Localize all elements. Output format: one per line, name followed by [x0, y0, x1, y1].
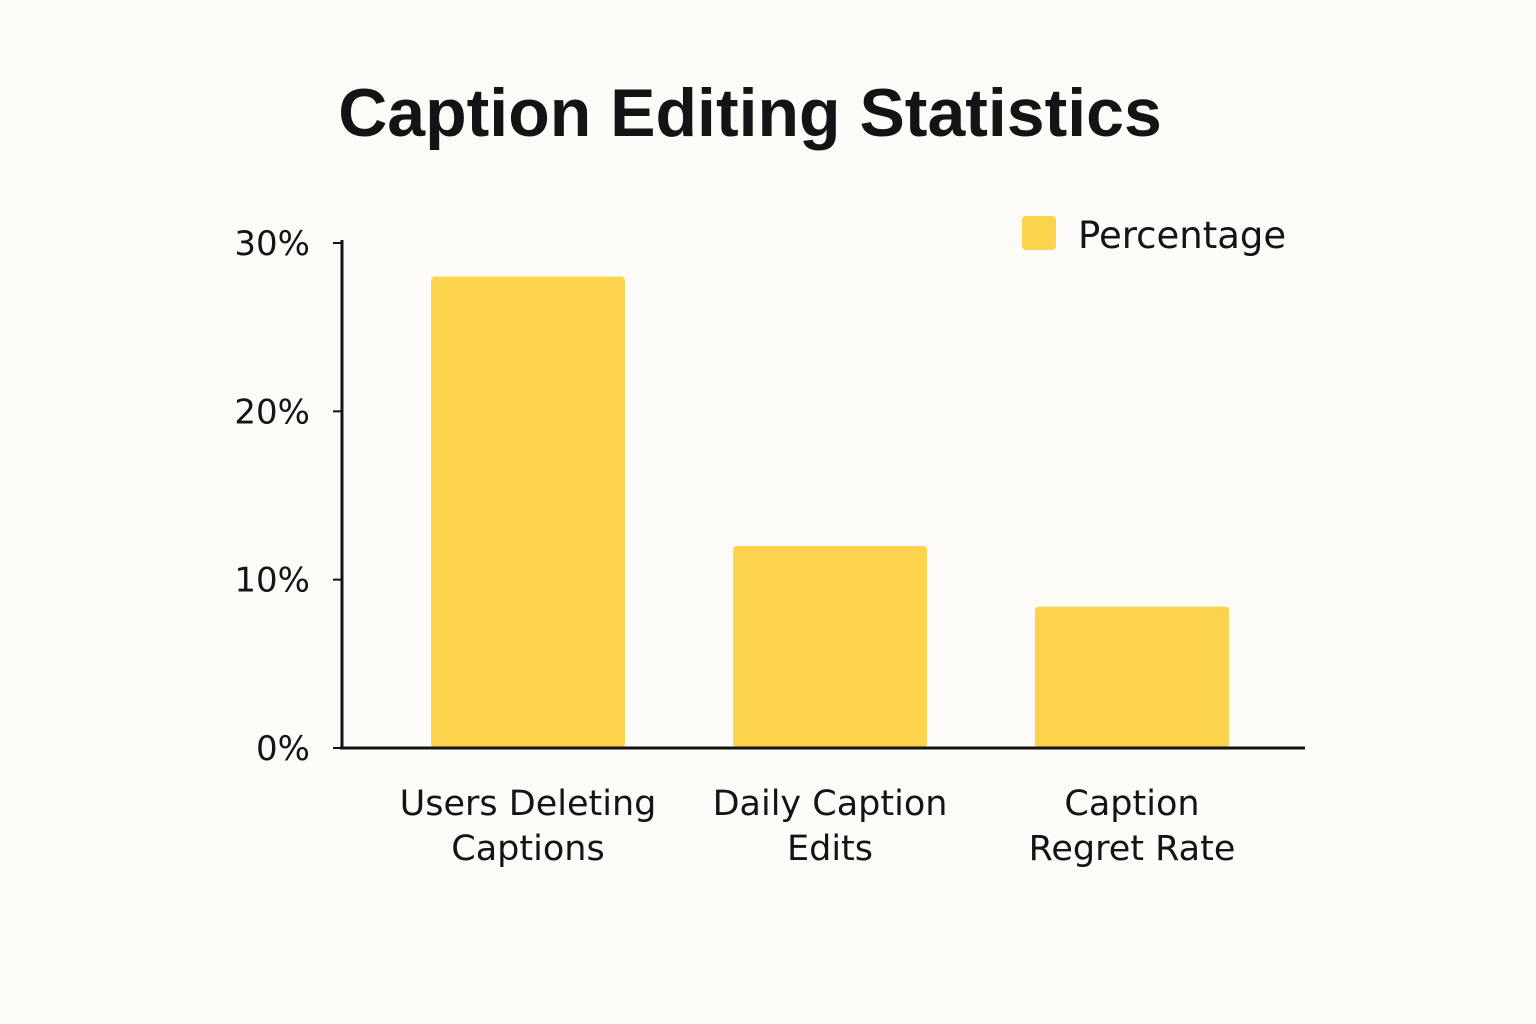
x-tick-label: Daily Caption Edits	[713, 784, 948, 869]
legend: Percentage	[1022, 214, 1286, 257]
bar	[733, 546, 927, 748]
x-tick-label: Users Deleting Captions	[400, 784, 657, 869]
chart-title: Caption Editing Statistics	[338, 75, 1162, 151]
bars	[431, 276, 1229, 748]
bar	[431, 276, 625, 748]
legend-label-percentage: Percentage	[1078, 214, 1286, 257]
legend-swatch-percentage	[1022, 216, 1056, 250]
y-tick-label: 30%	[234, 224, 310, 264]
y-tick-label: 0%	[256, 729, 310, 769]
y-tick-label: 20%	[234, 392, 310, 432]
bar	[1035, 606, 1229, 748]
y-axis-ticks: 0% 10% 20% 30%	[234, 224, 342, 769]
x-tick-label: Caption Regret Rate	[1029, 784, 1236, 869]
x-axis-labels: Users Deleting Captions Daily Caption Edits…	[400, 784, 1236, 869]
y-tick-label: 10%	[234, 561, 310, 601]
